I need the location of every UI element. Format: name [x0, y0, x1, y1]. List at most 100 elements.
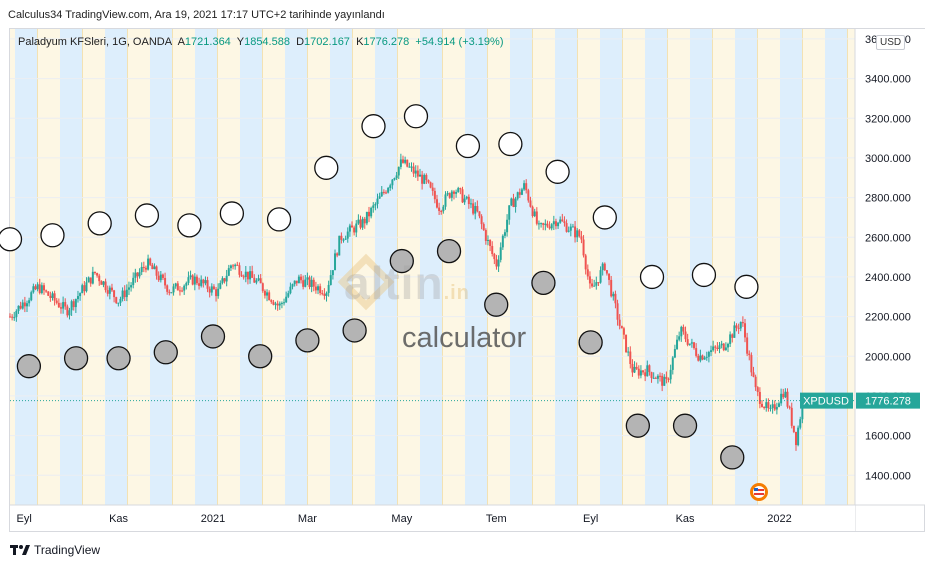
candle-down: [695, 348, 698, 356]
candle-down: [223, 278, 226, 282]
candle-down: [635, 366, 638, 369]
candle-down: [440, 211, 443, 213]
candle-down: [741, 322, 744, 324]
candle-up: [533, 211, 536, 217]
candle-up: [234, 264, 237, 267]
candle-down: [493, 253, 496, 260]
candle-up: [36, 284, 39, 290]
candle-up: [397, 166, 400, 176]
candle-down: [55, 300, 58, 303]
candle-down: [525, 183, 528, 191]
candle-down: [480, 216, 483, 225]
candle-up: [784, 391, 787, 398]
candle-up: [557, 222, 560, 227]
price-tag-bg: [856, 392, 920, 409]
candle-down: [23, 302, 26, 307]
candle-up: [501, 235, 504, 248]
candle-down: [608, 273, 611, 280]
candle-down: [144, 267, 147, 270]
candle-down: [83, 285, 86, 292]
candle-down: [268, 292, 271, 301]
candle-up: [418, 174, 421, 177]
candle-up: [765, 402, 768, 409]
candle-up: [707, 352, 710, 357]
candle-down: [351, 225, 354, 228]
candle-up: [446, 193, 449, 195]
footer[interactable]: TradingView: [10, 543, 100, 557]
candle-down: [164, 277, 167, 286]
candle-down: [665, 376, 668, 379]
candle-down: [198, 283, 201, 286]
candle-down: [616, 303, 619, 320]
symbol-tag: XPDUSD: [803, 396, 849, 408]
candle-down: [491, 245, 494, 254]
candle-down: [790, 407, 793, 426]
candle-down: [737, 327, 740, 329]
week-band: [240, 29, 263, 505]
grey-circle-marker: [342, 318, 367, 343]
candle-up: [457, 188, 460, 192]
candle-down: [484, 230, 487, 241]
candle-down: [531, 206, 534, 217]
y-tick-label: 1400.000: [865, 470, 911, 482]
candle-down: [588, 276, 591, 284]
candle-down: [302, 280, 305, 287]
candle-down: [11, 316, 14, 318]
candle-up: [463, 198, 466, 203]
week-band: [195, 29, 218, 505]
candle-up: [172, 286, 175, 293]
white-circle-marker: [219, 201, 245, 226]
candle-up: [508, 205, 511, 220]
candle-down: [782, 393, 785, 398]
candle-up: [217, 288, 220, 297]
candle-up: [229, 265, 232, 269]
candle-up: [132, 277, 135, 286]
candle-up: [486, 239, 489, 241]
candle-up: [153, 266, 156, 270]
white-circle-marker: [403, 104, 429, 129]
candle-up: [516, 192, 519, 199]
candle-down: [106, 290, 109, 294]
week-band: [555, 29, 578, 505]
candlestick-chart[interactable]: 3600.0003400.0003200.0003000.0002800.000…: [0, 0, 935, 540]
candle-up: [673, 349, 676, 358]
candle-up: [249, 271, 252, 280]
candle-up: [278, 303, 281, 306]
candle-up: [780, 393, 783, 404]
candle-up: [769, 407, 772, 409]
candle-down: [263, 290, 266, 296]
currency-badge[interactable]: USD: [876, 35, 906, 50]
candle-up: [125, 289, 128, 298]
candle-down: [49, 295, 52, 298]
white-circle-marker: [0, 227, 23, 252]
candle-down: [308, 277, 311, 287]
week-band: [105, 29, 128, 505]
white-circle-marker: [592, 205, 617, 230]
events-flag-icon[interactable]: [747, 482, 771, 502]
candle-up: [21, 302, 24, 309]
candle-down: [433, 190, 436, 200]
candle-down: [792, 425, 795, 432]
candle-up: [499, 247, 502, 260]
candle-up: [193, 276, 196, 285]
candle-down: [597, 282, 600, 284]
candle-down: [527, 190, 530, 201]
candle-down: [312, 279, 315, 287]
candle-up: [370, 207, 373, 217]
white-circle-marker: [314, 155, 339, 180]
grey-circle-marker: [625, 413, 650, 438]
y-tick-label: 1600.000: [865, 431, 911, 443]
candle-down: [631, 363, 634, 373]
candle-down: [584, 255, 587, 270]
candle-down: [452, 191, 455, 194]
legend-open-label: A: [177, 36, 185, 48]
candle-down: [96, 273, 99, 276]
candle-down: [59, 307, 62, 309]
candle-up: [595, 282, 598, 286]
candle-up: [410, 166, 413, 168]
candle-down: [272, 301, 275, 305]
candle-down: [546, 223, 549, 227]
candle-up: [601, 263, 604, 271]
candle-up: [342, 239, 345, 241]
y-tick-label: 2600.000: [865, 232, 911, 244]
